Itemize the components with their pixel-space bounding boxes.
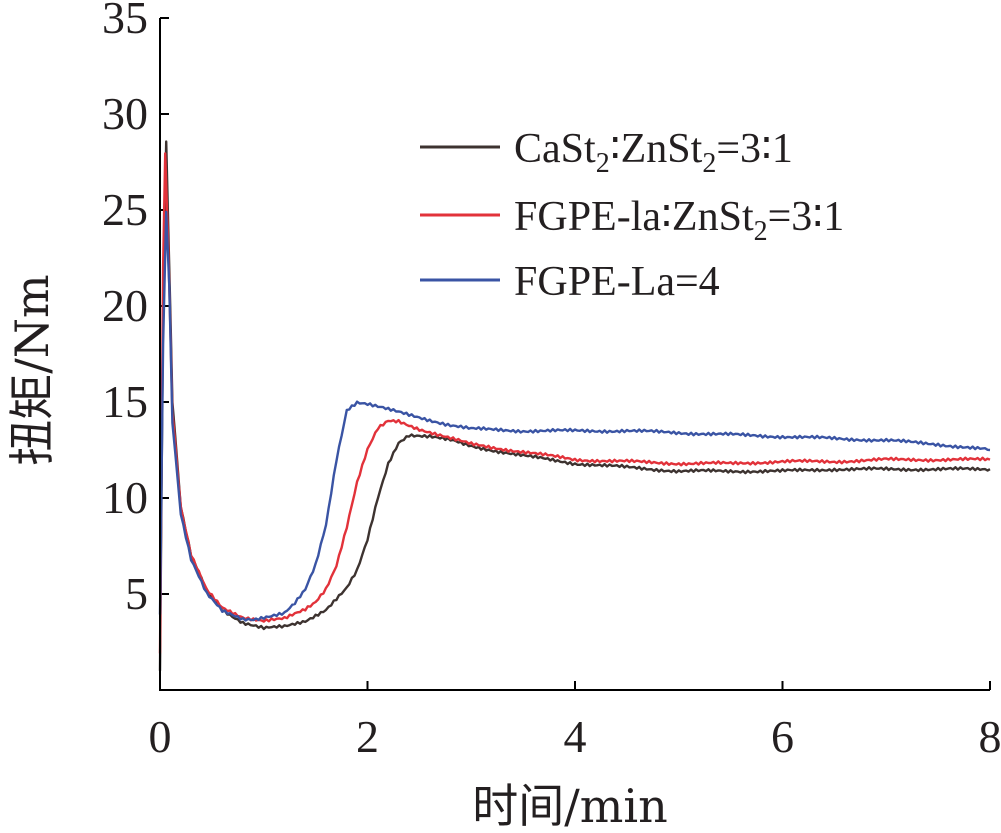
legend-text-part: FGPE-La=4 xyxy=(514,259,720,305)
x-tick-label: 8 xyxy=(979,711,1001,762)
legend-text-part: CaSt xyxy=(514,126,596,172)
y-tick-label: 20 xyxy=(102,280,148,331)
x-tick-label: 2 xyxy=(356,711,379,762)
x-tick-label: 6 xyxy=(771,711,794,762)
series-layer xyxy=(158,140,991,671)
x-tick-label: 4 xyxy=(564,711,587,762)
series-line-1 xyxy=(158,140,991,671)
legend: CaSt2∶ZnSt2=3∶1FGPE-la∶ZnSt2=3∶1FGPE-La=… xyxy=(420,126,844,305)
legend-subscript: 2 xyxy=(596,148,610,179)
legend-text-part: =3∶1 xyxy=(716,126,793,172)
y-tick-label: 25 xyxy=(102,184,148,235)
ticks-layer: 0 2 4 6 8 5 10 15 20 25 30 35 xyxy=(102,0,1001,762)
y-tick-label: 30 xyxy=(102,88,148,139)
legend-text-part: ∶ZnSt xyxy=(610,126,703,172)
axes-frame xyxy=(159,18,990,691)
y-axis-title: 扭矩/Nm xyxy=(5,274,59,465)
legend-label-2: FGPE-la∶ZnSt2=3∶1 xyxy=(514,194,844,247)
legend-subscript: 2 xyxy=(754,216,768,247)
y-tick-label: 35 xyxy=(102,0,148,43)
x-tick-label: 0 xyxy=(149,711,172,762)
y-tick-label: 5 xyxy=(125,568,148,619)
legend-subscript: 2 xyxy=(702,148,716,179)
series-line-2 xyxy=(158,152,991,654)
y-tick-label: 10 xyxy=(102,472,148,523)
x-axis-title: 时间/min xyxy=(472,779,667,833)
legend-label-3: FGPE-La=4 xyxy=(514,259,720,305)
y-tick-label: 15 xyxy=(102,376,148,427)
legend-label-1: CaSt2∶ZnSt2=3∶1 xyxy=(514,126,793,179)
legend-text-part: FGPE-la∶ZnSt xyxy=(514,194,754,240)
legend-text-part: =3∶1 xyxy=(768,194,845,240)
series-line-3 xyxy=(158,210,991,622)
